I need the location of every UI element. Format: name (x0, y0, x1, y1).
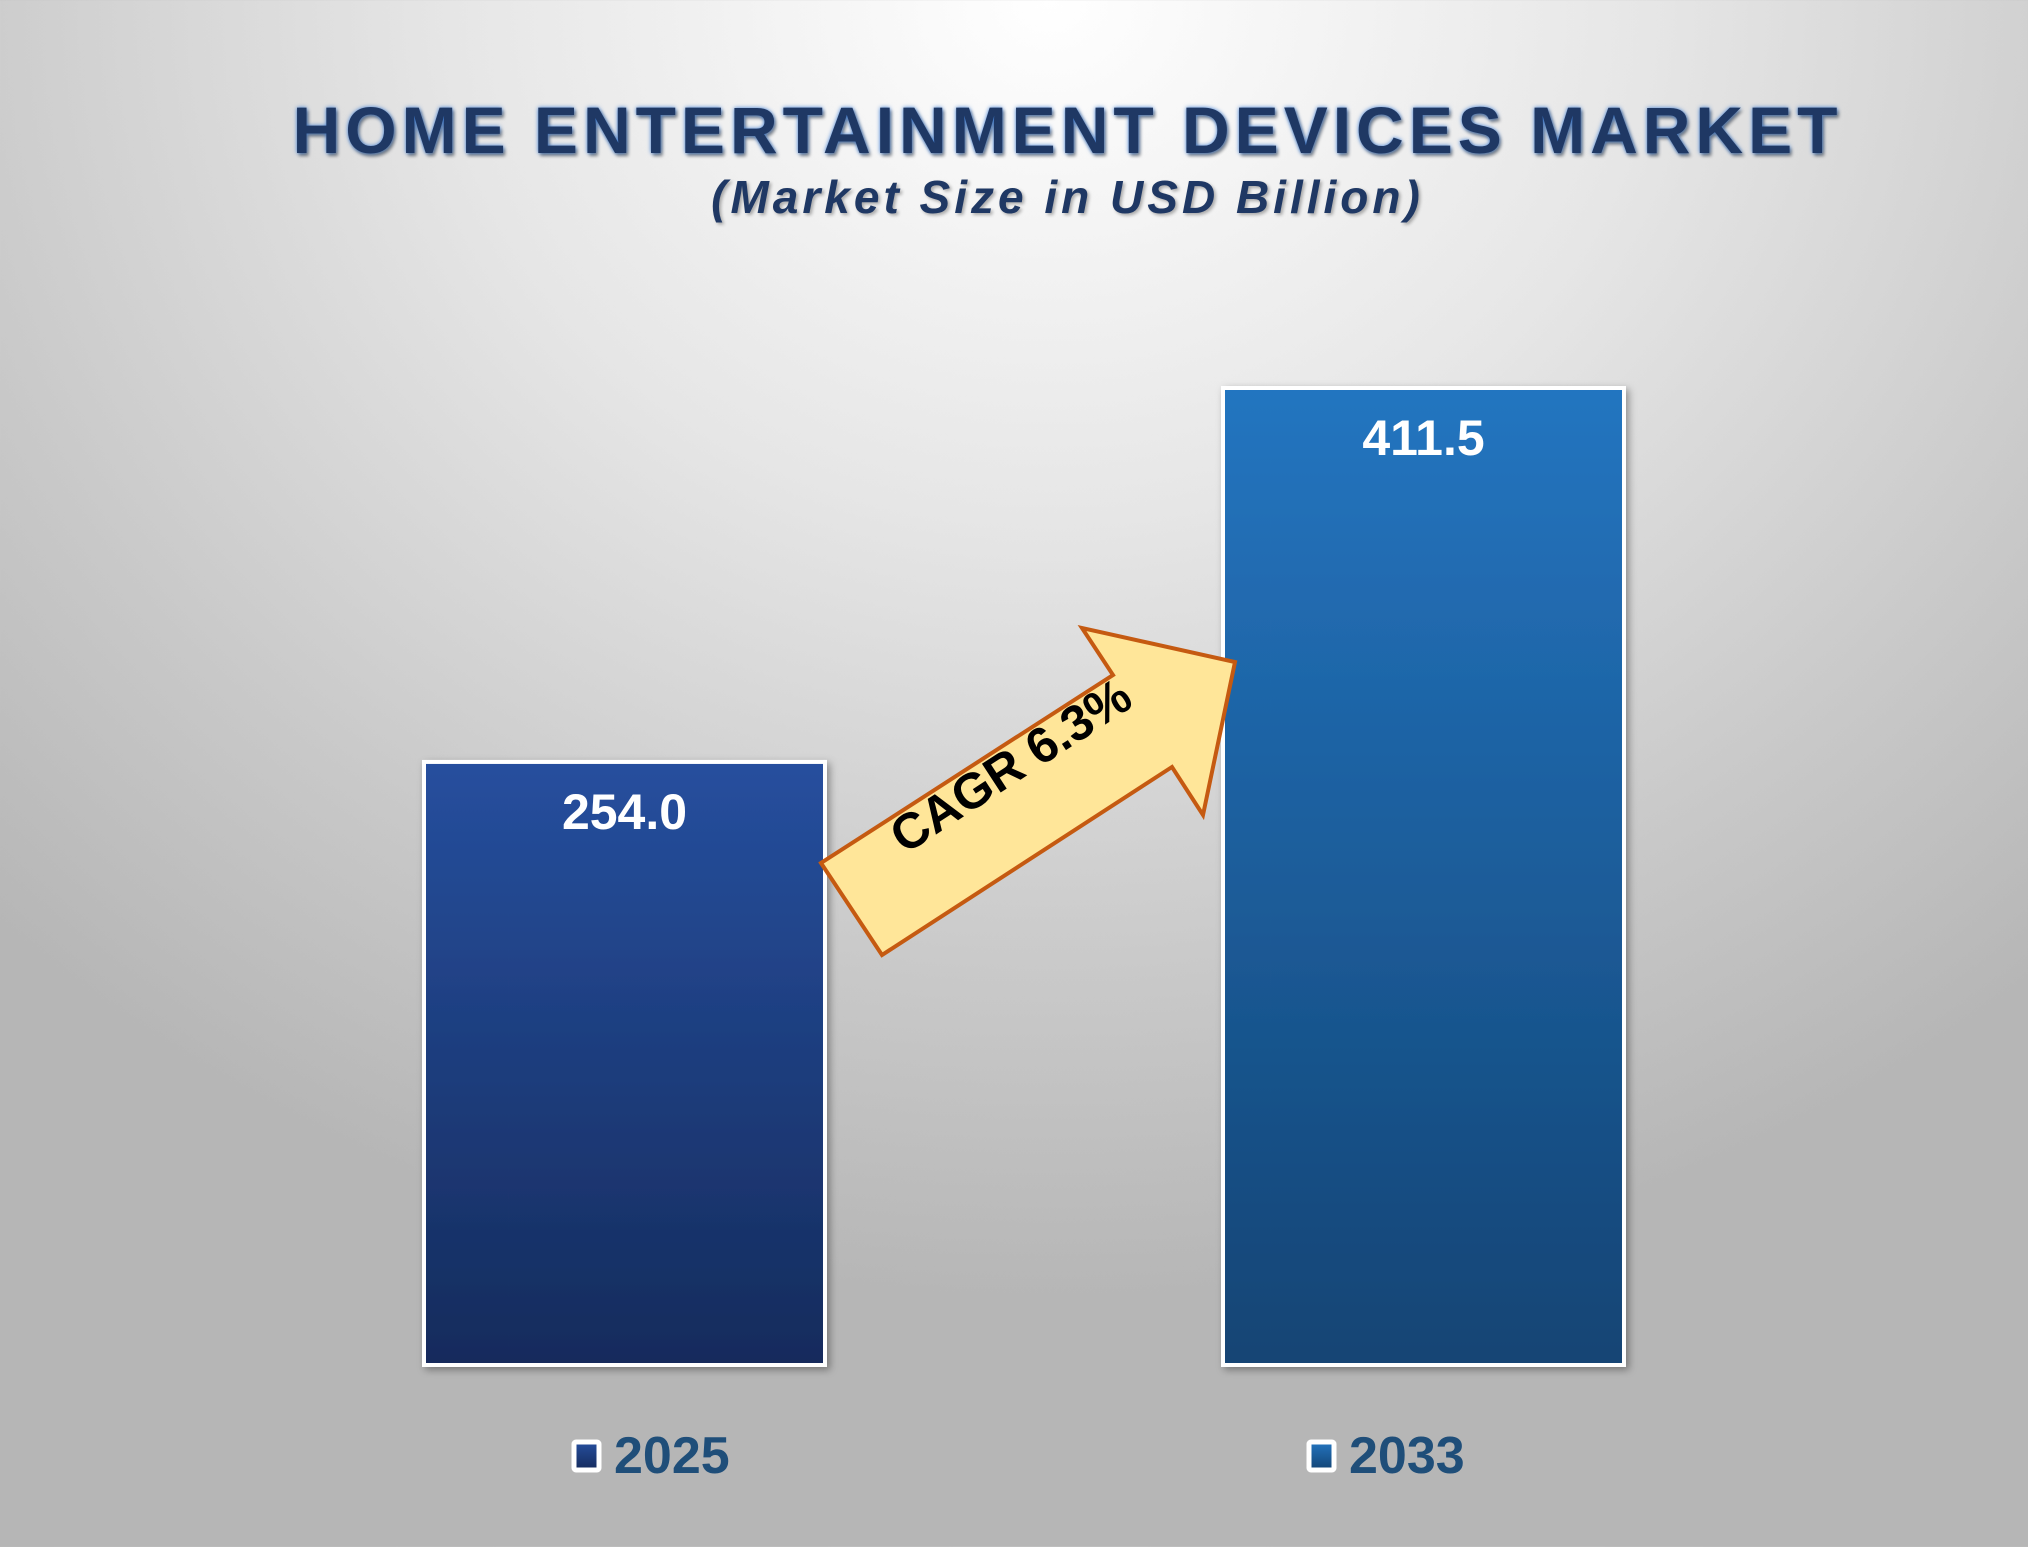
legend-label-2025: 2025 (614, 1427, 730, 1485)
chart-subtitle: (Market Size in USD Billion) (711, 171, 1424, 223)
cagr-arrow-shape (818, 624, 1238, 958)
bar-2025 (422, 759, 827, 1367)
legend-label-2033: 2033 (1349, 1427, 1465, 1485)
data-label-2033: 411.5 (1362, 410, 1484, 466)
legend-marker-2025 (571, 1439, 602, 1473)
chart-title: HOME ENTERTAINMENT DEVICES MARKET (292, 93, 1843, 167)
cagr-arrow: CAGR 6.3% (818, 624, 1238, 958)
legend-marker-2033 (1306, 1439, 1337, 1473)
bar-2033 (1221, 386, 1626, 1367)
data-label-2025: 254.0 (562, 784, 687, 840)
